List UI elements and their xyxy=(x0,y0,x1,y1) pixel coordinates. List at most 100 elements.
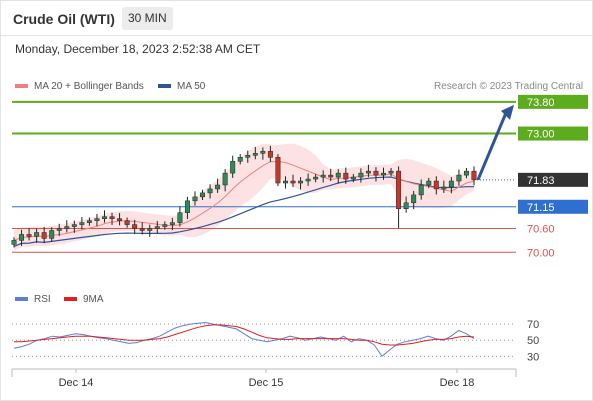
candle-body xyxy=(102,216,107,219)
timestamp: Monday, December 18, 2023 2:52:38 AM CET xyxy=(15,42,261,56)
candles-group xyxy=(11,145,477,248)
candle-body xyxy=(71,224,77,227)
legend-9ma: 9MA xyxy=(64,294,104,305)
candle-body xyxy=(11,240,17,245)
support-label-70.60: 70.60 xyxy=(527,224,555,236)
candle-body xyxy=(139,228,145,231)
candle-body xyxy=(34,232,40,237)
candle-body xyxy=(230,161,236,174)
support-label-70.00: 70.00 xyxy=(527,247,555,259)
candle-body xyxy=(471,170,477,181)
chart-header: Crude Oil (WTI) 30 MIN xyxy=(1,1,592,36)
pivot-tag-71.15 xyxy=(518,199,588,214)
candle-body xyxy=(396,170,402,209)
legend-ma50: MA 50 xyxy=(158,81,205,92)
rsi-tick-30: 30 xyxy=(527,351,539,363)
candle-body xyxy=(373,170,379,176)
candle-body xyxy=(56,228,62,231)
candle-body xyxy=(124,220,130,225)
candle-body xyxy=(252,153,258,156)
rsi-9ma-line xyxy=(14,324,475,346)
date-label-1: Dec 15 xyxy=(249,377,284,389)
last-price-tag xyxy=(518,172,588,187)
candle-body xyxy=(267,151,273,158)
candle-body xyxy=(177,212,183,223)
candle-body xyxy=(222,172,228,186)
candle-body xyxy=(456,174,462,182)
date-label-2: Dec 18 xyxy=(440,377,475,389)
pivot-label-71.15: 71.15 xyxy=(527,202,555,214)
candle-body xyxy=(64,226,70,229)
candle-body xyxy=(132,224,138,229)
legend-ma20: MA 20 + Bollinger Bands xyxy=(15,81,144,92)
candle-body xyxy=(335,172,341,178)
rsi-tick-50: 50 xyxy=(527,335,539,347)
candle-body xyxy=(275,157,281,184)
candle-body xyxy=(282,180,288,184)
candle-body xyxy=(260,151,266,154)
candle-body xyxy=(298,180,304,184)
candle-body xyxy=(117,218,123,221)
rsi-line xyxy=(13,321,475,358)
candle-body xyxy=(169,222,175,225)
candle-body xyxy=(381,172,386,176)
resistance-label-73.80: 73.80 xyxy=(527,97,555,109)
candle-body xyxy=(184,200,190,213)
forecast-arrow-shaft xyxy=(476,112,508,181)
ma50-swatch xyxy=(158,84,171,89)
candle-body xyxy=(411,194,417,204)
candle-body xyxy=(320,174,326,178)
candle-body xyxy=(463,170,469,176)
rsi-label: RSI xyxy=(34,294,51,305)
interval-badge[interactable]: 30 MIN xyxy=(122,7,173,30)
forecast-arrow-head xyxy=(501,104,514,120)
instrument-title: Crude Oil (WTI) xyxy=(13,11,115,27)
candle-body xyxy=(433,180,439,190)
candle-body xyxy=(350,176,356,180)
candle-body xyxy=(328,174,334,178)
9ma-swatch xyxy=(64,297,77,302)
candle-body xyxy=(305,178,311,182)
candle-body xyxy=(215,184,221,190)
9ma-label: 9MA xyxy=(83,294,104,305)
ma20-label: MA 20 + Bollinger Bands xyxy=(34,81,144,92)
ma20-swatch xyxy=(15,84,28,89)
resistance-tag-73.00 xyxy=(518,126,588,141)
candle-body xyxy=(79,222,85,225)
candle-body xyxy=(162,224,168,227)
candle-body xyxy=(426,180,432,186)
candle-body xyxy=(448,180,454,188)
candle-body xyxy=(109,216,115,219)
candle-body xyxy=(147,228,153,231)
resistance-label-73.00: 73.00 xyxy=(527,129,555,141)
candle-body xyxy=(207,188,213,194)
rsi-tick-70: 70 xyxy=(527,319,539,331)
ma50-label: MA 50 xyxy=(177,81,206,92)
candle-body xyxy=(441,186,447,190)
candle-body xyxy=(290,180,296,184)
candle-body xyxy=(365,170,371,174)
legend-rsi: RSI xyxy=(15,294,51,305)
rsi-swatch xyxy=(15,297,28,302)
candle-body xyxy=(245,155,251,158)
candle-body xyxy=(313,176,319,180)
candle-body xyxy=(237,157,243,162)
candle-body xyxy=(19,234,25,241)
candle-body xyxy=(343,172,349,180)
candle-body xyxy=(192,196,198,202)
candle-body xyxy=(418,184,424,196)
candle-body xyxy=(94,218,100,221)
candle-body xyxy=(86,220,92,223)
candle-body xyxy=(26,234,32,237)
bollinger-band xyxy=(14,143,474,251)
candle-body xyxy=(388,170,394,174)
candle-body xyxy=(41,232,47,239)
research-credit: Research © 2023 Trading Central xyxy=(434,81,584,92)
resistance-tag-73.80 xyxy=(518,94,588,109)
candle-body xyxy=(154,226,160,229)
candle-body xyxy=(200,192,206,198)
last-price-label: 71.83 xyxy=(527,175,555,187)
candle-body xyxy=(49,230,55,239)
